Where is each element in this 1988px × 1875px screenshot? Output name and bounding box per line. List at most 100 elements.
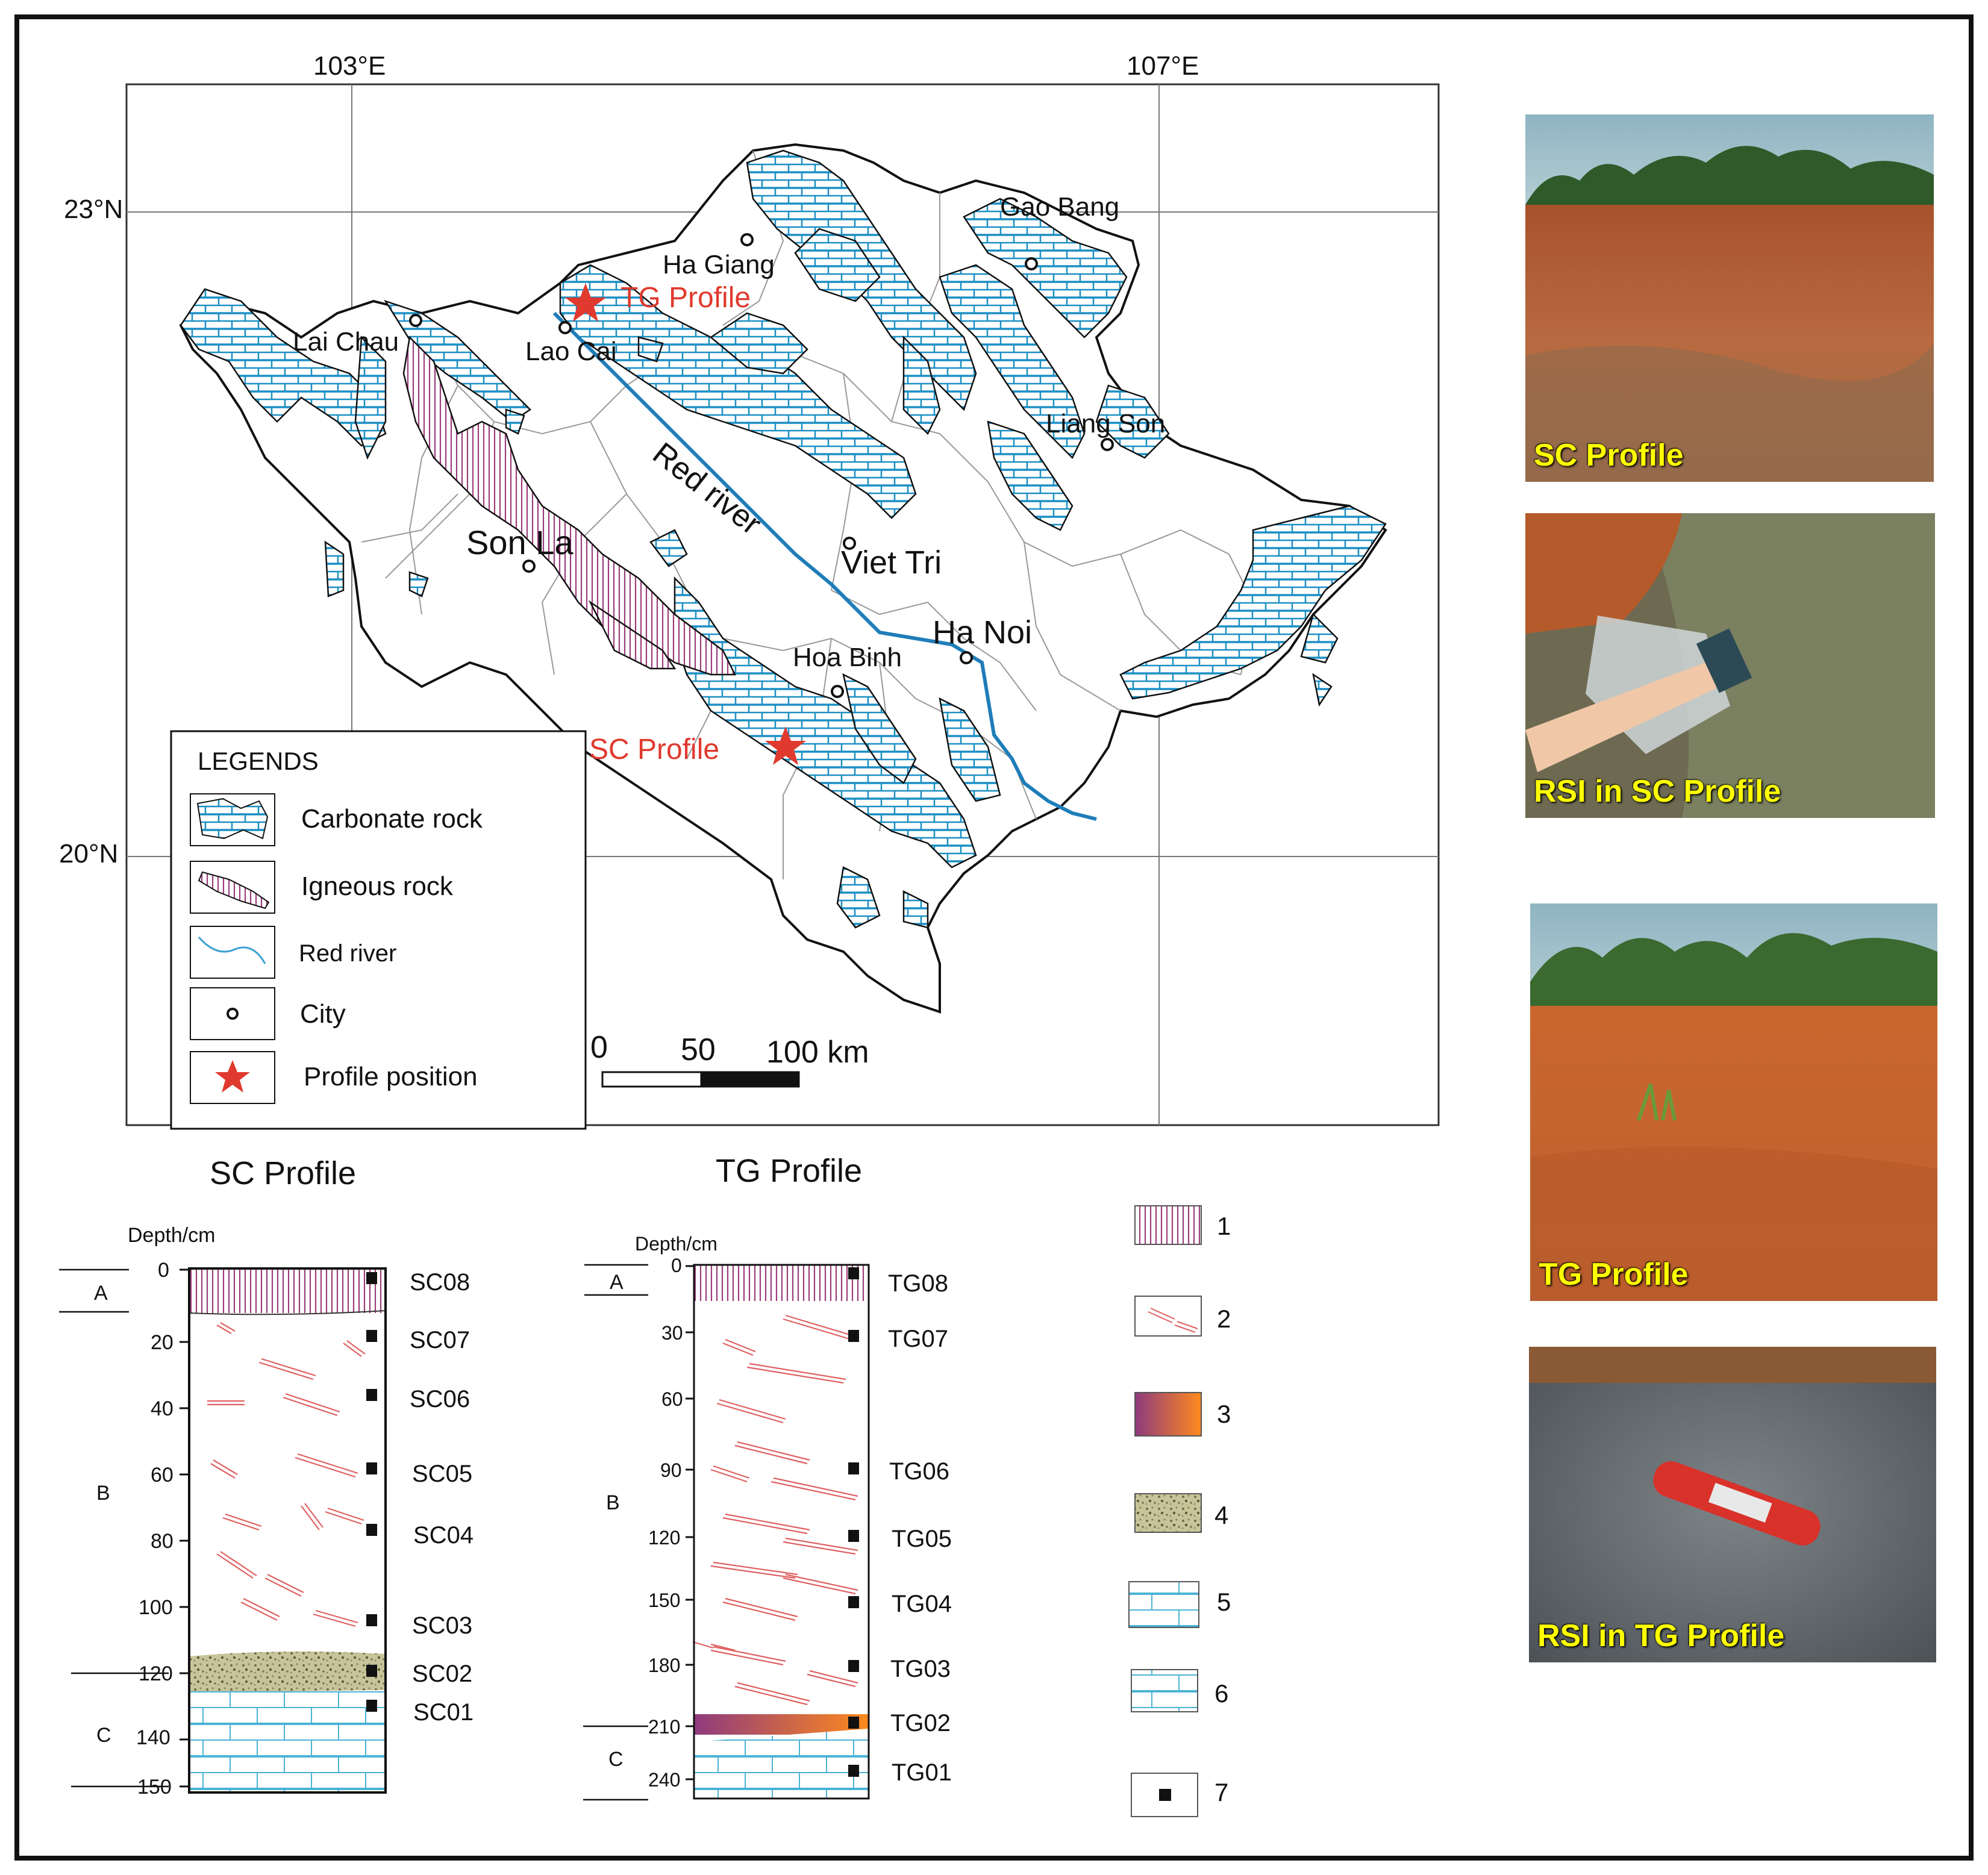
tg-tick-150: 150 — [648, 1590, 680, 1611]
city-label-son-la: Son La — [466, 523, 574, 561]
sc-layer-bedrock — [189, 1691, 386, 1792]
sc-tick-0: 0 — [158, 1259, 169, 1282]
photo-rsi-tg-profile-image — [1529, 1347, 1936, 1662]
column-legend-label-2: 2 — [1217, 1305, 1231, 1333]
legend-title: LEGENDS — [198, 747, 319, 775]
sc-column-title: SC Profile — [210, 1155, 356, 1191]
city-label-lai-chau: Lai Chau — [293, 327, 399, 357]
sample-sc01: SC01 — [413, 1699, 474, 1726]
tg-horizon-a: A — [610, 1271, 624, 1294]
legend-label-igneous: Igneous rock — [301, 872, 454, 901]
column-legend-label-1: 1 — [1217, 1212, 1231, 1240]
tg-tick-90: 90 — [660, 1459, 682, 1481]
photo-caption-rsi-sc-profile: RSI in SC Profile — [1534, 774, 1781, 809]
scale-tick-0: 0 — [590, 1030, 608, 1065]
column-legend-swatch-5 — [1128, 1581, 1199, 1628]
scale-bar: 0 50 100 km — [590, 1030, 869, 1088]
photo-sc-profile: SC Profile — [1525, 114, 1934, 482]
column-legend-swatch-4 — [1134, 1493, 1202, 1533]
sc-depth-label: Depth/cm — [128, 1224, 216, 1247]
tg-horizon-c: C — [608, 1748, 624, 1771]
photo-tg-profile-image — [1530, 903, 1937, 1301]
sc-tick-60: 60 — [151, 1464, 173, 1487]
legend-label-carbonate: Carbonate rock — [301, 804, 483, 834]
sample-tg08: TG08 — [888, 1270, 948, 1297]
city-label-lao-cai: Lao Cai — [525, 337, 617, 366]
column-legend-label-3: 3 — [1217, 1400, 1231, 1428]
tg-tick-30: 30 — [661, 1322, 683, 1344]
scale-tick-50: 50 — [681, 1032, 716, 1067]
city-marker-gao-bang — [1025, 257, 1038, 270]
tg-horizon-b: B — [606, 1491, 620, 1514]
sample-tg07: TG07 — [888, 1326, 948, 1352]
photo-rsi-tg-profile: RSI in TG Profile — [1529, 1347, 1936, 1662]
city-marker-lao-cai — [558, 321, 572, 334]
photo-rsi-sc-profile-image — [1525, 513, 1935, 818]
sc-layer-b-texture — [207, 1322, 366, 1627]
city-marker-viet-tri — [843, 537, 856, 550]
sample-sc05: SC05 — [412, 1461, 472, 1487]
column-legend: 1 2 3 4 5 6 7 — [1128, 1205, 1231, 1817]
sample-sc07: SC07 — [410, 1327, 470, 1353]
sample-tg01: TG01 — [892, 1759, 952, 1786]
tg-tick-180: 180 — [648, 1655, 680, 1676]
photo-rsi-sc-profile: RSI in SC Profile — [1525, 513, 1935, 818]
column-legend-label-7: 7 — [1214, 1778, 1228, 1806]
igneous-rock-belt — [402, 335, 737, 676]
igneous-swatch-icon — [198, 871, 270, 909]
red-star-icon — [215, 1060, 250, 1093]
sample-sc08: SC08 — [410, 1269, 470, 1296]
tg-tick-60: 60 — [661, 1388, 683, 1410]
photo-caption-tg-profile: TG Profile — [1539, 1257, 1689, 1292]
map-legend: LEGENDS Carbonate rock Igneous rock Red … — [170, 730, 587, 1130]
scale-tick-100: 100 km — [766, 1035, 869, 1070]
city-label-ha-giang: Ha Giang — [663, 250, 775, 279]
sc-profile-column: SC Profile Depth/cm 0 20 40 60 80 100 — [59, 1155, 474, 1799]
sc-layer-gravel — [189, 1651, 386, 1692]
photo-sc-profile-image — [1525, 114, 1934, 482]
tg-profile-star — [565, 283, 606, 322]
sc-profile-star — [765, 726, 806, 765]
photo-caption-sc-profile: SC Profile — [1534, 438, 1684, 473]
sample-square-icon — [1159, 1789, 1171, 1801]
tg-column-title: TG Profile — [716, 1153, 862, 1189]
tg-tick-0: 0 — [671, 1255, 682, 1276]
legend-label-profile: Profile position — [304, 1062, 478, 1091]
city-marker-liang-son — [1101, 438, 1114, 451]
sc-tick-40: 40 — [151, 1397, 173, 1420]
sample-tg02: TG02 — [890, 1710, 951, 1736]
tg-layer-bedrock — [694, 1729, 869, 1799]
city-circle-icon — [227, 1008, 239, 1020]
column-legend-label-5: 5 — [1217, 1588, 1231, 1616]
sc-tick-100: 100 — [139, 1596, 173, 1619]
city-label-viet-tri: Viet Tri — [841, 544, 942, 581]
city-marker-hoa-binh — [831, 685, 844, 698]
city-label-liang-son: Liang Son — [1046, 409, 1165, 438]
sc-depth-axis — [180, 1268, 189, 1788]
sample-sc03: SC03 — [412, 1612, 472, 1639]
tg-sample-markers — [848, 1267, 859, 1777]
sc-horizon-c: C — [96, 1724, 111, 1747]
tg-depth-axis — [686, 1265, 694, 1780]
lat-label-20: 20°N — [59, 839, 118, 869]
sample-tg05: TG05 — [892, 1526, 952, 1552]
tg-profile-map-label: TG Profile — [620, 282, 751, 314]
city-label-hoa-binh: Hoa Binh — [793, 643, 902, 672]
lat-label-23: 23°N — [64, 195, 123, 224]
city-marker-lai-chau — [409, 314, 422, 327]
red-river — [552, 311, 1097, 821]
sample-sc02: SC02 — [412, 1661, 472, 1687]
city-markers — [409, 233, 1114, 698]
city-marker-ha-noi — [960, 651, 973, 664]
city-marker-ha-giang — [740, 233, 754, 246]
sample-tg06: TG06 — [889, 1458, 949, 1485]
lon-label-107: 107°E — [1127, 51, 1199, 81]
sc-layer-a — [189, 1268, 386, 1313]
sc-horizon-a: A — [94, 1282, 108, 1305]
column-legend-label-4: 4 — [1214, 1501, 1228, 1529]
tg-depth-label: Depth/cm — [635, 1233, 717, 1255]
tg-tick-210: 210 — [648, 1716, 680, 1738]
map-panel: 103°E 107°E 23°N 20°N — [59, 51, 1440, 1130]
sc-horizon-b: B — [96, 1482, 110, 1505]
